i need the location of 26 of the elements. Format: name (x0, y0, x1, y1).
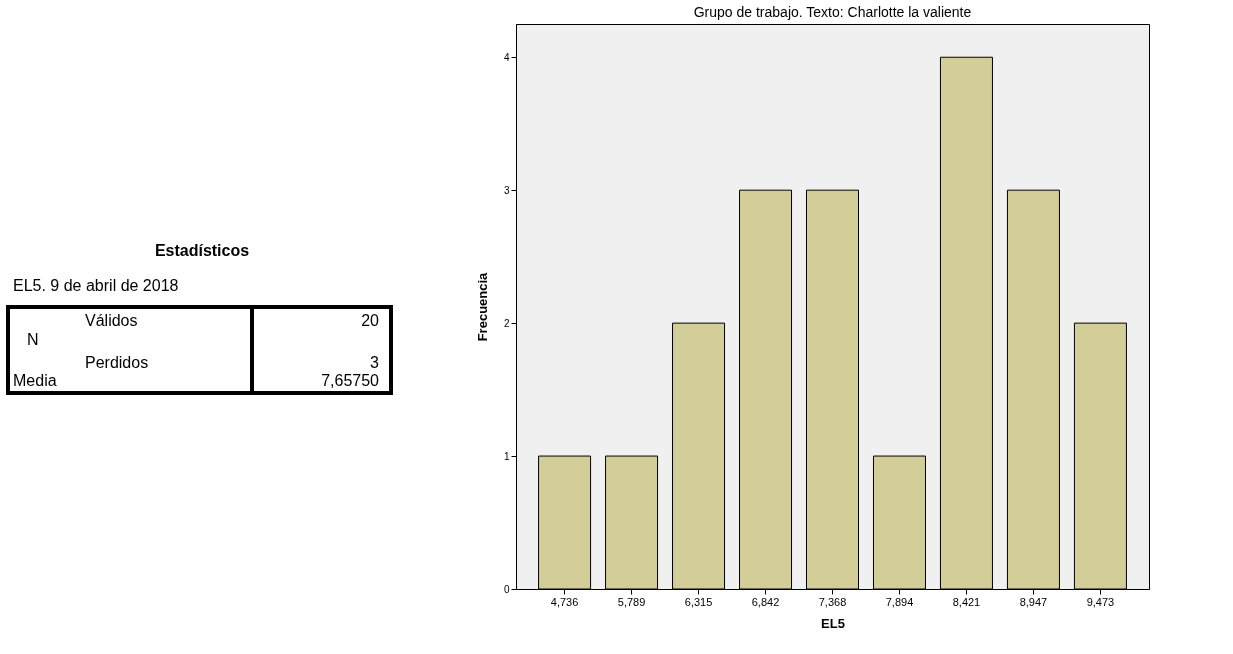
x-tick-label: 7,894 (885, 595, 914, 608)
text: 3 (370, 354, 380, 371)
y-tick-label: 0 (503, 583, 510, 595)
text: Válidos (85, 312, 138, 329)
text: 20 (361, 312, 380, 329)
x-tick-label: 6,842 (751, 595, 780, 608)
text: 7,65750 (321, 372, 380, 389)
y-tick-label: 3 (503, 184, 510, 196)
x-tick-label: 8,947 (1019, 595, 1048, 608)
y-tick-label: 1 (503, 450, 510, 462)
chart-title: Grupo de trabajo. Texto: Charlotte la valiente (693, 4, 972, 20)
text: Media (13, 372, 57, 389)
text: Estadísticos (154, 242, 250, 259)
x-tick-label: 7,368 (818, 595, 847, 608)
x-tick-label: 4,736 (550, 595, 579, 608)
text: N (27, 331, 39, 348)
text: EL5. 9 de abril de 2018 (13, 277, 179, 294)
x-axis-title: EL5 (821, 615, 845, 631)
y-axis-title: Frecuencia (474, 271, 490, 342)
y-tick-label: 2 (503, 317, 510, 329)
text: Perdidos (85, 354, 149, 371)
x-tick-label: 8,421 (952, 595, 981, 608)
x-tick-label: 5,789 (617, 595, 646, 608)
x-tick-label: 9,473 (1086, 595, 1115, 608)
y-tick-label: 4 (503, 51, 510, 63)
x-tick-label: 6,315 (684, 595, 713, 608)
